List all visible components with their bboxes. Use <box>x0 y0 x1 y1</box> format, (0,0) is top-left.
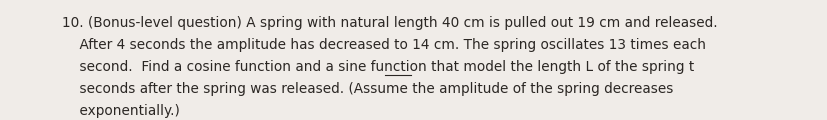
Text: second.  Find a cosine function and a sine function that model the length L of t: second. Find a cosine function and a sin… <box>62 60 694 74</box>
Text: 10. (Bonus-level question) A spring with natural length 40 cm is pulled out 19 c: 10. (Bonus-level question) A spring with… <box>62 16 717 30</box>
Text: seconds after the spring was released. (Assume the amplitude of the spring decre: seconds after the spring was released. (… <box>62 82 672 96</box>
Text: After 4 seconds the amplitude has decreased to 14 cm. The spring oscillates 13 t: After 4 seconds the amplitude has decrea… <box>62 38 705 52</box>
Text: exponentially.): exponentially.) <box>62 104 179 118</box>
